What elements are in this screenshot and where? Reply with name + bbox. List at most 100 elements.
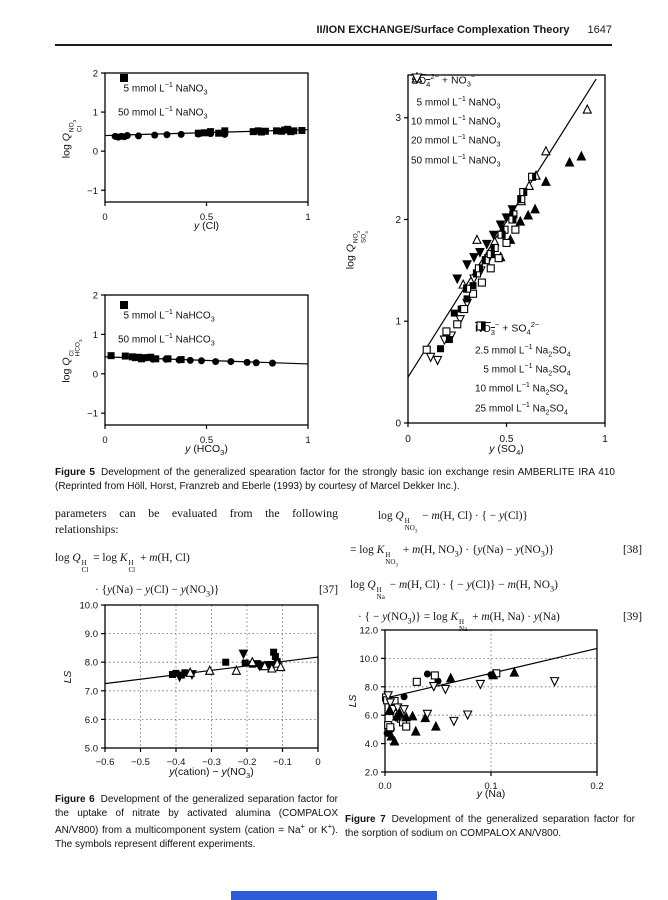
equation-37-number: [37] <box>319 584 338 597</box>
svg-text:0: 0 <box>102 435 107 446</box>
legend-item: 5 mmol L−1 NaNO3 <box>118 74 208 97</box>
svg-text:−0.1: −0.1 <box>273 757 292 768</box>
svg-text:10.0: 10.0 <box>80 601 99 612</box>
equation-38-line2: = log K H NO3 + m(H, NO3) · {y(Na) − y(NO3… <box>350 544 642 569</box>
svg-text:2: 2 <box>93 291 98 302</box>
equation-39-number: [39] <box>623 610 642 623</box>
y-axis-label: log Q Cl HCO3 <box>60 339 83 383</box>
svg-text:4.0: 4.0 <box>365 739 378 750</box>
legend-label: 5 mmol L−1 Na2SO4 <box>475 360 571 378</box>
svg-text:6.0: 6.0 <box>85 715 98 726</box>
legend-label: 5 mmol L−1 NaHCO3 <box>118 307 215 324</box>
left-text-column: parameters can be evaluated from the fol… <box>55 506 338 609</box>
svg-text:7.0: 7.0 <box>85 686 98 697</box>
legend-marker-icon <box>476 321 486 331</box>
legend-item: 20 mmol L−1 NaNO3 <box>411 73 501 149</box>
equation-39-line1: log Q H Na − m(H, Cl) · { − y(Cl)} − m(H, … <box>350 578 558 601</box>
chart-canvas: 0 0.5 1 −1 0 1 2 <box>87 291 310 447</box>
svg-text:1: 1 <box>305 435 310 446</box>
chart-legend: 5 mmol L−1 NaHCO3 50 mmol L−1 NaHCO3 <box>118 299 215 356</box>
svg-text:−1: −1 <box>87 409 98 420</box>
legend-label: 20 mmol L−1 NaNO3 <box>411 132 501 149</box>
svg-text:0: 0 <box>102 212 107 223</box>
svg-text:1: 1 <box>93 330 98 341</box>
svg-text:2: 2 <box>395 215 401 226</box>
chart-canvas: 0 0.5 1 −1 0 1 2 <box>87 69 310 224</box>
legend-title: SO42− + NO3− <box>411 72 476 89</box>
equation-38-number: [38] <box>623 544 642 557</box>
legend-item: 5 mmol L−1 Na2SO4 <box>475 321 571 378</box>
legend-marker-icon <box>411 73 423 84</box>
equation-38-line1: log Q H NO3 − m(H, Cl) · { − y(Cl)} <box>378 510 528 535</box>
chart-legend: NO3− + SO42− 2.5 mmol L−1 Na2SO4 5 mmol L… <box>475 320 571 419</box>
figure7-chart: 0.0 0.1 0.2 2.0 4.0 6.0 8.0 10.0 12.0 LS y (Na) <box>345 612 630 807</box>
legend-label: 2.5 mmol L−1 Na2SO4 <box>475 341 571 358</box>
y-axis-label: LS <box>347 694 359 708</box>
svg-text:6.0: 6.0 <box>365 711 378 722</box>
y-axis-label: log Q NO3 Cl <box>60 119 84 158</box>
svg-text:1: 1 <box>395 317 401 328</box>
x-axis-label: y (HCO3) <box>185 443 228 458</box>
svg-text:−0.5: −0.5 <box>131 757 150 768</box>
svg-text:1: 1 <box>93 108 98 119</box>
legend-item: 5 mmol L−1 NaNO3 <box>411 72 501 110</box>
svg-text:0: 0 <box>395 419 401 430</box>
chart-legend: SO42− + NO3− 5 mmol L−1 NaNO3 10 mmol L−1… <box>411 72 500 171</box>
figure7-caption-label: Figure 7 <box>345 814 386 825</box>
chart-canvas: −0.6 −0.5 −0.4 −0.3 −0.2 −0.1 0 5.0 6.0 7.0 8.0 9.0… <box>80 601 321 769</box>
bottom-blue-bar <box>231 891 437 900</box>
svg-text:−0.6: −0.6 <box>96 757 115 768</box>
chart-canvas: 0 0.5 1 0 1 2 3 <box>395 74 608 445</box>
svg-text:0: 0 <box>315 757 320 768</box>
svg-text:−0.2: −0.2 <box>238 757 257 768</box>
figure7-caption-text: Development of the generalized separatio… <box>345 814 635 840</box>
svg-text:8.0: 8.0 <box>85 658 98 669</box>
svg-text:0: 0 <box>405 434 411 445</box>
equation-37-line1: log Q H Cl = log K H Cl + m(H, Cl) <box>55 552 190 575</box>
legend-item: 2.5 mmol L−1 Na2SO4 <box>475 322 571 358</box>
svg-text:0.5: 0.5 <box>200 212 213 223</box>
legend-label: 5 mmol L−1 NaNO3 <box>411 93 501 110</box>
legend-item: 50 mmol L−1 NaHCO3 <box>118 301 215 348</box>
legend-label: 10 mmol L−1 Na2SO4 <box>475 380 568 397</box>
svg-text:−0.3: −0.3 <box>202 757 221 768</box>
x-axis-label: y (Na) <box>476 788 506 800</box>
page-number: 1647 <box>587 24 612 36</box>
svg-text:10.0: 10.0 <box>360 654 379 665</box>
page-header: II/ION EXCHANGE/Surface Complexation The… <box>55 24 612 36</box>
y-axis-label: LS <box>62 670 74 683</box>
svg-text:5.0: 5.0 <box>85 744 98 755</box>
svg-text:0.0: 0.0 <box>378 781 391 792</box>
legend-label: 5 mmol L−1 NaNO3 <box>118 80 208 97</box>
header-rule <box>55 44 612 46</box>
figure6-caption: Figure 6 Development of the generalized s… <box>55 793 338 852</box>
svg-text:0.1: 0.1 <box>484 781 497 792</box>
legend-label: 25 mmol L−1 Na2SO4 <box>475 399 568 416</box>
svg-text:0.5: 0.5 <box>200 435 213 446</box>
y-axis-label: log Q NO3 SO4 <box>344 230 369 270</box>
svg-text:2: 2 <box>93 69 98 80</box>
svg-text:1: 1 <box>602 434 608 445</box>
legend-item: 5 mmol L−1 NaHCO3 <box>118 301 215 324</box>
equation-37-line2: · {y(Na) − y(Cl) − y(NO3)} [37] <box>95 584 338 599</box>
x-axis-label: y(cation) − y(NO3) <box>169 766 254 781</box>
figure5-chart-bicarbonate: 0 0.5 1 −1 0 1 2 log Q Cl HCO3 y (HCO3) 5 mmol L−1… <box>58 283 323 483</box>
legend-item: 50 mmol L−1 NaNO3 <box>118 74 208 121</box>
legend-item: 10 mmol L−1 NaNO3 <box>411 72 501 130</box>
legend-label: 10 mmol L−1 NaNO3 <box>411 112 501 130</box>
svg-text:2.0: 2.0 <box>365 768 378 779</box>
figure6-caption-text: Development of the generalized separatio… <box>55 794 338 850</box>
x-axis-label: y (Cl) <box>193 220 220 232</box>
chart-canvas: 0.0 0.1 0.2 2.0 4.0 6.0 8.0 10.0 12.0 <box>360 626 604 793</box>
figure5-caption-text: Development of the generalized spearatio… <box>55 467 615 493</box>
legend-item: 25 mmol L−1 Na2SO4 <box>475 321 571 416</box>
svg-text:3: 3 <box>395 113 401 124</box>
legend-marker-icon <box>120 301 128 309</box>
legend-label: 50 mmol L−1 NaNO3 <box>118 104 208 121</box>
body-paragraph: parameters can be evaluated from the fol… <box>55 506 338 536</box>
figure7-caption: Figure 7 Development of the generalized s… <box>345 813 635 841</box>
figure6-chart: −0.6 −0.5 −0.4 −0.3 −0.2 −0.1 0 5.0 6.0 7.0 8.0 9.0… <box>58 598 343 790</box>
svg-text:12.0: 12.0 <box>360 626 379 637</box>
